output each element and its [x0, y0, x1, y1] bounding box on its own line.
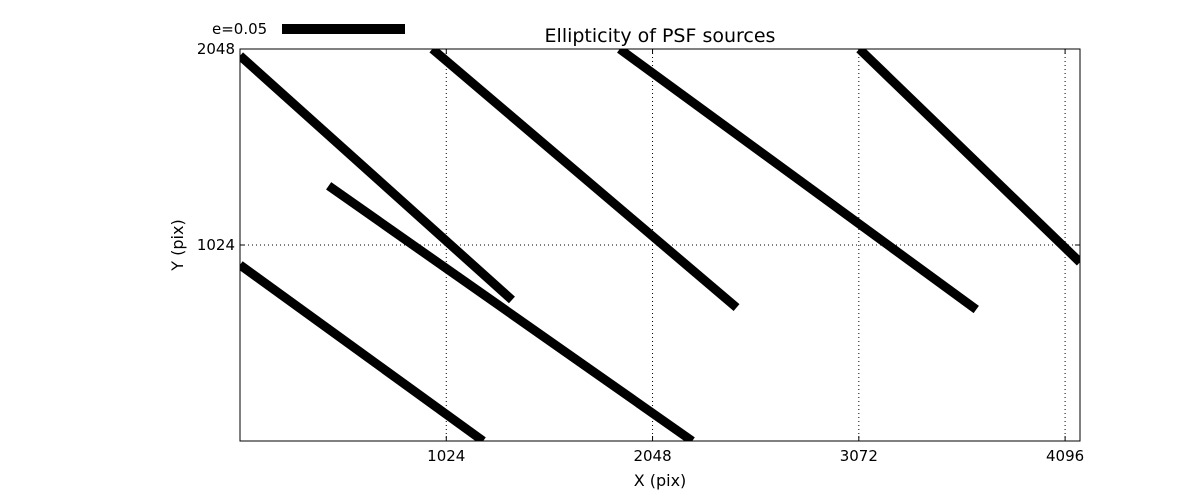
vector-segment-2	[326, 182, 695, 441]
vector-segment-3	[240, 261, 486, 441]
vector-segments	[240, 49, 1080, 441]
vector-segment-1	[240, 52, 515, 304]
y-axis-ticks: 1024 2048	[197, 40, 1080, 254]
x-tick-label: 1024	[427, 447, 465, 465]
legend-label: e=0.05	[212, 20, 267, 38]
vector-segment-4	[429, 49, 740, 312]
chart-title: Ellipticity of PSF sources	[545, 25, 776, 47]
x-axis-ticks: 1024 2048 3072 4096	[427, 49, 1084, 465]
x-tick-label: 3072	[840, 447, 878, 465]
y-tick-label: 2048	[197, 40, 235, 58]
x-axis-label: X (pix)	[634, 471, 687, 490]
y-tick-label: 1024	[197, 236, 235, 254]
legend: e=0.05	[212, 20, 405, 38]
x-tick-label: 4096	[1046, 447, 1084, 465]
vector-segment-6	[856, 49, 1080, 266]
vector-segment-5	[617, 49, 979, 314]
y-axis-label: Y (pix)	[168, 219, 187, 271]
x-tick-label: 2048	[633, 447, 671, 465]
